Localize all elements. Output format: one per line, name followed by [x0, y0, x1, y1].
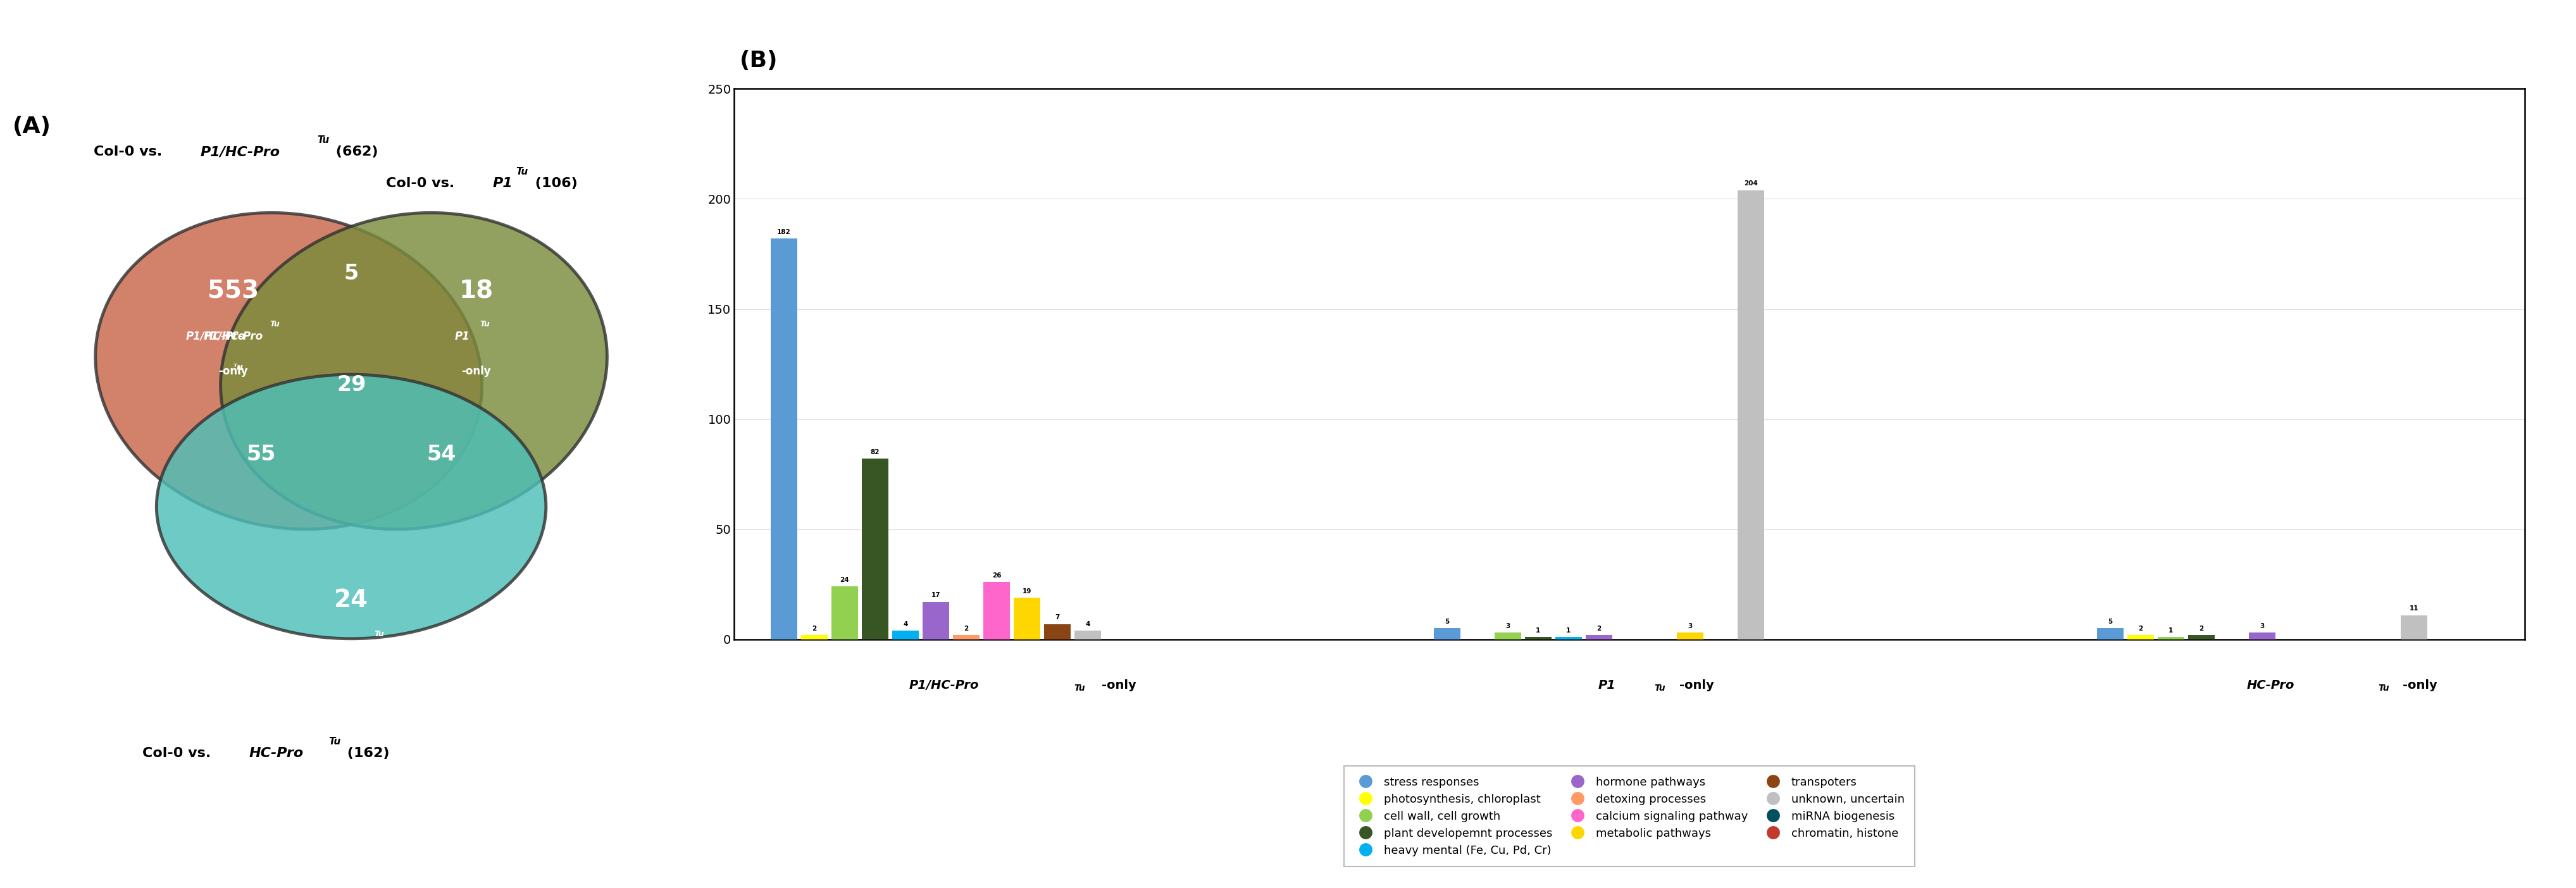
Text: 18: 18 [459, 279, 495, 303]
Text: 17: 17 [930, 592, 940, 599]
Bar [832, 586, 858, 639]
Text: -only: -only [2403, 679, 2437, 691]
Text: 553: 553 [206, 279, 258, 303]
Text: -only: -only [1680, 679, 1713, 691]
Text: Tu: Tu [1074, 684, 1084, 693]
Ellipse shape [157, 375, 546, 638]
Bar [2187, 635, 2215, 639]
Text: -only: -only [1103, 679, 1136, 691]
Text: 26: 26 [992, 573, 1002, 579]
Text: Col-0 vs.: Col-0 vs. [142, 747, 216, 760]
Bar [2097, 629, 2123, 639]
Bar [953, 635, 979, 639]
Text: 54: 54 [428, 444, 456, 464]
Text: (B): (B) [739, 50, 778, 71]
Text: Col-0 vs.: Col-0 vs. [386, 177, 459, 190]
Text: (A): (A) [13, 115, 52, 138]
Bar [2249, 633, 2275, 639]
Text: P1/HC-Pro: P1/HC-Pro [201, 146, 281, 158]
Text: P1: P1 [1597, 679, 1615, 691]
Bar [2401, 615, 2427, 639]
Bar [1587, 635, 1613, 639]
Text: -only: -only [337, 671, 366, 683]
Text: P1: P1 [456, 330, 469, 342]
Text: P1/HC-Pro: P1/HC-Pro [909, 679, 979, 691]
Text: 24: 24 [840, 577, 850, 583]
Text: 19: 19 [1023, 588, 1030, 594]
Text: P1/HC-Pro: P1/HC-Pro [185, 330, 245, 342]
Bar [2159, 638, 2184, 639]
Bar [1012, 598, 1041, 639]
Text: 2: 2 [963, 625, 969, 631]
Text: 29: 29 [337, 375, 366, 395]
Text: -only: -only [219, 365, 247, 377]
Text: 2: 2 [2138, 625, 2143, 631]
Text: 7: 7 [1056, 614, 1059, 621]
Text: 5: 5 [343, 263, 358, 284]
Bar [1074, 630, 1100, 639]
Bar [1494, 633, 1520, 639]
Bar [863, 459, 889, 639]
Bar [1677, 633, 1703, 639]
Text: P1: P1 [492, 177, 513, 190]
Text: Tu: Tu [374, 630, 384, 638]
Text: P1/HC-Pro: P1/HC-Pro [204, 330, 263, 342]
Bar [2128, 635, 2154, 639]
Text: 204: 204 [1744, 180, 1757, 186]
Text: 1: 1 [1535, 628, 1540, 634]
Bar [891, 630, 920, 639]
Text: 182: 182 [778, 229, 791, 235]
Text: 2: 2 [2200, 625, 2202, 631]
Text: 4: 4 [904, 621, 907, 627]
Text: ᵀu: ᵀu [232, 363, 242, 372]
Text: Tu: Tu [317, 136, 330, 145]
Text: 24: 24 [335, 589, 368, 613]
Text: Tu: Tu [1654, 684, 1664, 693]
Text: 1: 1 [1566, 628, 1571, 634]
Bar [1739, 190, 1765, 639]
Legend: stress responses, photosynthesis, chloroplast, cell wall, cell growth, plant dev: stress responses, photosynthesis, chloro… [1345, 766, 1914, 867]
Bar [922, 602, 948, 639]
Bar [770, 239, 796, 639]
Text: Tu: Tu [270, 321, 281, 329]
Text: 3: 3 [1687, 623, 1692, 630]
Bar [1435, 629, 1461, 639]
Text: Col-0 vs.: Col-0 vs. [93, 146, 167, 158]
Text: -only: -only [461, 365, 492, 377]
Text: Tu: Tu [515, 167, 528, 176]
Ellipse shape [95, 213, 482, 529]
Ellipse shape [222, 213, 608, 529]
Bar [1556, 638, 1582, 639]
Text: 3: 3 [2259, 623, 2264, 630]
Text: Tu: Tu [327, 737, 340, 746]
Text: 11: 11 [2409, 606, 2419, 612]
Text: 2: 2 [811, 625, 817, 631]
Text: 2: 2 [1597, 625, 1602, 631]
Text: Tu: Tu [2378, 684, 2388, 693]
Bar [1525, 638, 1551, 639]
Text: 4: 4 [1084, 621, 1090, 627]
Text: 82: 82 [871, 449, 878, 456]
Text: HC-Pro: HC-Pro [2246, 679, 2295, 691]
Text: 5: 5 [2107, 619, 2112, 625]
Text: (106): (106) [531, 177, 577, 190]
Bar [801, 635, 827, 639]
Text: 3: 3 [1504, 623, 1510, 630]
Text: 5: 5 [1445, 619, 1450, 625]
Text: Tu: Tu [479, 321, 489, 329]
Text: HC-Pro: HC-Pro [314, 640, 353, 651]
Text: 1: 1 [2169, 628, 2174, 634]
Bar [1043, 624, 1072, 639]
Text: (662): (662) [332, 146, 379, 158]
Text: 55: 55 [247, 444, 276, 464]
Text: (162): (162) [343, 747, 389, 760]
Text: HC-Pro: HC-Pro [250, 747, 304, 760]
Bar [984, 583, 1010, 639]
